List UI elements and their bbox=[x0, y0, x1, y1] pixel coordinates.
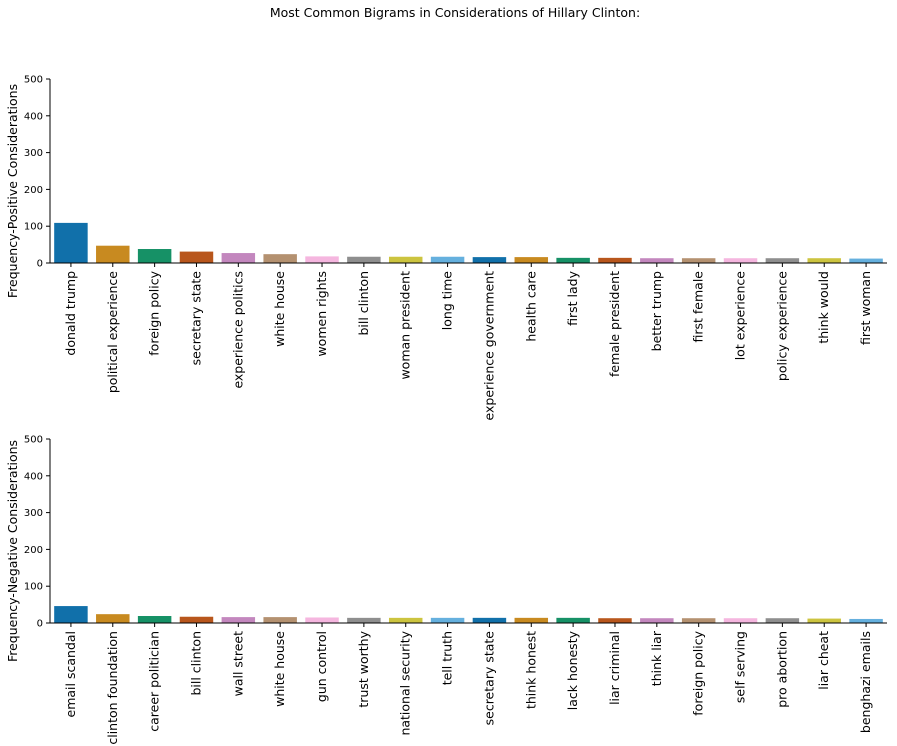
negative-category-label: think liar bbox=[649, 630, 664, 686]
positive-bar bbox=[556, 257, 590, 263]
negative-bar bbox=[598, 618, 632, 623]
negative-bar bbox=[54, 606, 88, 623]
negative-bar bbox=[305, 617, 339, 623]
positive-bar bbox=[54, 222, 88, 263]
positive-bar bbox=[347, 256, 381, 263]
positive-category-label: policy experience bbox=[774, 271, 789, 381]
negative-bar bbox=[96, 614, 130, 623]
negative-category-label: lack honesty bbox=[565, 630, 580, 710]
positive-category-label: first female bbox=[691, 271, 706, 343]
positive-category-label: long time bbox=[440, 271, 455, 331]
positive-ylabel: Frequency-Positive Considerations bbox=[5, 84, 20, 298]
positive-bar bbox=[472, 257, 507, 263]
positive-category-label: health care bbox=[523, 271, 538, 342]
negative-category-label: clinton foundation bbox=[105, 631, 120, 745]
negative-bar bbox=[723, 618, 758, 623]
negative-bar bbox=[137, 616, 172, 623]
negative-category-label: wall street bbox=[230, 631, 245, 696]
negative-ytick-label: 500 bbox=[24, 435, 43, 446]
negative-bar bbox=[514, 617, 549, 623]
chart-title: Most Common Bigrams in Considerations of… bbox=[270, 5, 640, 20]
negative-category-label: career politician bbox=[147, 631, 162, 732]
positive-category-label: donald trump bbox=[63, 271, 78, 356]
positive-bar bbox=[849, 258, 883, 263]
positive-ytick-label: 100 bbox=[24, 222, 43, 233]
negative-bar bbox=[430, 617, 465, 623]
positive-bar bbox=[765, 258, 800, 263]
negative-bar bbox=[807, 618, 841, 623]
negative-ytick-label: 300 bbox=[24, 508, 43, 519]
positive-category-label: better trump bbox=[649, 271, 664, 351]
positive-category-label: female president bbox=[607, 271, 622, 377]
negative-bar bbox=[179, 616, 214, 623]
negative-bar bbox=[263, 617, 297, 623]
positive-bar bbox=[723, 258, 758, 263]
positive-bar bbox=[263, 254, 297, 263]
negative-category-label: foreign policy bbox=[691, 630, 706, 715]
negative-category-label: gun control bbox=[314, 631, 329, 702]
negative-bar bbox=[681, 618, 716, 623]
positive-ytick-label: 500 bbox=[24, 75, 43, 86]
positive-category-label: first lady bbox=[565, 270, 580, 325]
positive-ytick-label: 0 bbox=[37, 259, 43, 270]
negative-category-label: secretary state bbox=[481, 631, 496, 726]
positive-category-label: white house bbox=[272, 271, 287, 347]
negative-category-label: benghazi emails bbox=[858, 631, 873, 733]
positive-category-label: woman president bbox=[398, 271, 413, 380]
negative-bar bbox=[640, 618, 674, 623]
positive-ytick-label: 200 bbox=[24, 185, 43, 196]
positive-panel: 0 100 200 300 400 500 donald trump political ex… bbox=[5, 75, 887, 421]
negative-bar bbox=[472, 617, 507, 623]
positive-category-label: women rights bbox=[314, 271, 329, 357]
positive-category-label: first woman bbox=[858, 271, 873, 345]
positive-bar bbox=[430, 256, 465, 263]
negative-category-label: tell truth bbox=[440, 631, 455, 685]
negative-category-label: self serving bbox=[733, 631, 748, 703]
negative-bar bbox=[347, 617, 381, 623]
negative-ytick-label: 0 bbox=[37, 619, 43, 630]
negative-category-label: liar cheat bbox=[816, 631, 831, 690]
negative-bar bbox=[556, 617, 590, 623]
negative-bar bbox=[221, 617, 256, 623]
negative-category-label: think honest bbox=[523, 631, 538, 709]
negative-category-label: national security bbox=[398, 630, 413, 735]
positive-category-label: foreign policy bbox=[147, 270, 162, 355]
negative-category-label: email scandal bbox=[63, 631, 78, 717]
negative-bar bbox=[388, 617, 423, 623]
positive-bar bbox=[305, 256, 339, 263]
positive-bar bbox=[807, 258, 841, 263]
positive-bar bbox=[179, 251, 214, 263]
positive-category-label: secretary state bbox=[188, 271, 203, 366]
negative-bar bbox=[849, 618, 883, 623]
positive-bar bbox=[137, 249, 172, 263]
positive-bar bbox=[514, 257, 549, 263]
negative-bar bbox=[765, 618, 800, 623]
positive-bar bbox=[96, 245, 130, 263]
positive-bar bbox=[221, 253, 256, 263]
positive-ytick-label: 400 bbox=[24, 111, 43, 122]
positive-category-label: think would bbox=[816, 271, 831, 344]
negative-category-label: pro abortion bbox=[774, 631, 789, 708]
positive-bar bbox=[388, 256, 423, 263]
negative-category-label: liar criminal bbox=[607, 631, 622, 705]
positive-category-label: political experience bbox=[105, 271, 120, 393]
positive-bar bbox=[681, 258, 716, 263]
negative-ytick-label: 200 bbox=[24, 545, 43, 556]
positive-category-label: experience politics bbox=[230, 271, 245, 389]
negative-ytick-label: 100 bbox=[24, 582, 43, 593]
positive-category-label: bill clinton bbox=[356, 271, 371, 336]
negative-category-label: trust worthy bbox=[356, 630, 371, 707]
negative-panel: 0 100 200 300 400 500 email scandal clinton fou… bbox=[5, 435, 887, 745]
negative-category-label: bill clinton bbox=[188, 631, 203, 696]
positive-bar bbox=[598, 257, 632, 263]
negative-category-label: white house bbox=[272, 631, 287, 707]
negative-ytick-label: 400 bbox=[24, 471, 43, 482]
positive-category-label: lot experience bbox=[733, 271, 748, 361]
positive-bar bbox=[640, 258, 674, 263]
negative-ylabel: Frequency-Negative Considerations bbox=[5, 440, 20, 662]
positive-ytick-label: 300 bbox=[24, 148, 43, 159]
positive-category-label: experience government bbox=[481, 271, 496, 421]
